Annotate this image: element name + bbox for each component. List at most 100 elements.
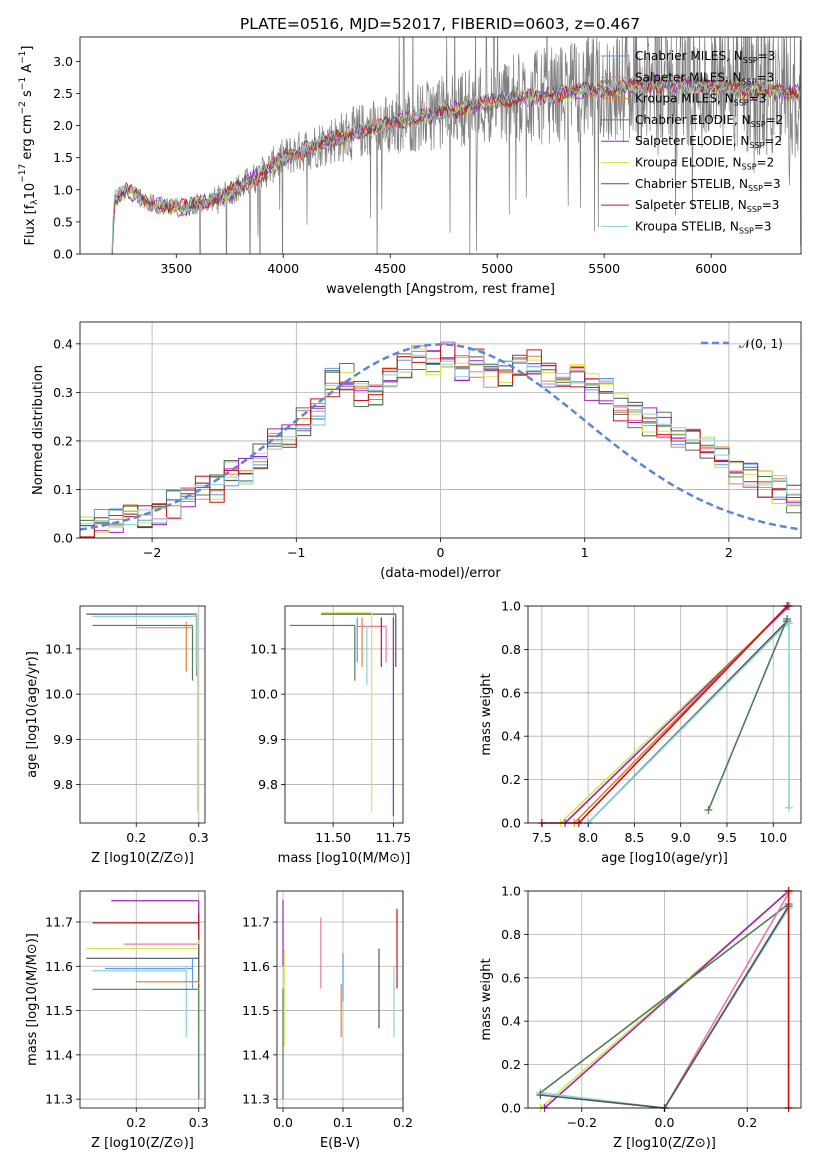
legend-series-name: Salpeter STELIB bbox=[635, 198, 730, 212]
legend-n-value: =3 bbox=[757, 70, 775, 84]
axes-frame bbox=[527, 605, 802, 824]
legend-series-name: Kroupa MILES bbox=[635, 92, 717, 106]
y-axis-label: mass [log10(M/M⊙)] bbox=[25, 933, 40, 1066]
y-tick-label: 0.6 bbox=[501, 685, 521, 700]
normal-distribution-curve bbox=[80, 343, 801, 531]
y-tick-label: 11.5 bbox=[45, 1003, 73, 1018]
legend-entry: Chabrier STELIB, NSSP=3 bbox=[635, 177, 781, 193]
mass-weight-point-marker bbox=[784, 803, 793, 812]
legend-n-subscript: SSP bbox=[743, 56, 758, 65]
x-tick-label: 1 bbox=[581, 545, 589, 560]
mass-weight-series-line bbox=[707, 618, 788, 811]
y-tick-label: 9.8 bbox=[258, 777, 278, 792]
legend-n-value: =3 bbox=[754, 219, 772, 233]
x-axis-label: Z [log10(Z/Z⊙)] bbox=[91, 1136, 194, 1151]
legend-n-subscript: SSP bbox=[748, 184, 763, 193]
y-tick-label: 9.9 bbox=[53, 732, 73, 747]
legend-n-subscript: SSP bbox=[747, 205, 762, 214]
y-tick-label: 0.0 bbox=[53, 531, 73, 546]
y-tick-label: 10.1 bbox=[45, 641, 73, 656]
y-axis-label: mass weight bbox=[479, 958, 494, 1040]
y-tick-label: 2.0 bbox=[53, 118, 73, 133]
legend-n-prefix: , N bbox=[717, 92, 734, 106]
y-tick-label: 0.1 bbox=[53, 482, 73, 497]
y-tick-label: 11.4 bbox=[45, 1047, 73, 1062]
model-spectrum-line bbox=[111, 76, 801, 254]
y-axis-label-part: −1 bbox=[18, 77, 28, 90]
y-axis-label-part: ] bbox=[20, 46, 35, 51]
y-tick-label: 1.0 bbox=[501, 599, 521, 614]
x-tick-label: 4000 bbox=[267, 261, 299, 276]
legend-entry: 𝒩(0, 1) bbox=[739, 337, 783, 351]
y-tick-label: 0.2 bbox=[501, 772, 521, 787]
legend-entry: Salpeter ELODIE, NSSP=2 bbox=[635, 134, 782, 150]
histogram-step-line bbox=[80, 343, 801, 538]
age-vs-metallicity-panel: 0.2 0.3 9.8 9.9 10.0 10.1 Z [log10(Z/Z⊙)] age [… bbox=[25, 605, 209, 866]
y-axis-label-part: 10 bbox=[23, 183, 38, 200]
x-axis-label: (data-model)/error bbox=[380, 566, 501, 581]
x-tick-label: 7.5 bbox=[532, 830, 552, 845]
mass-vs-metallicity-panel: 0.2 0.3 11.3 11.4 11.5 11.6 11.7 Z [log10(Z/Z⊙)… bbox=[25, 890, 209, 1151]
x-tick-label: 0.3 bbox=[189, 830, 209, 845]
x-tick-label: 5500 bbox=[588, 261, 620, 276]
legend-n-value: =3 bbox=[763, 177, 781, 191]
x-tick-label: 0 bbox=[437, 545, 445, 560]
legend-n-subscript: SSP bbox=[751, 120, 766, 129]
x-tick-label: 5000 bbox=[481, 261, 513, 276]
legend-series-name: Kroupa STELIB bbox=[635, 219, 722, 233]
y-axis-label-part: −2 bbox=[18, 101, 28, 114]
x-tick-label: −2 bbox=[143, 545, 161, 560]
y-tick-label: 0.4 bbox=[53, 336, 73, 351]
spectrum-panel: 3500 4000 4500 5000 5500 6000 0.0 0.5 1.0 1.5 2.0 2… bbox=[18, 36, 802, 297]
x-tick-label: 4500 bbox=[374, 261, 406, 276]
legend-series-name: Chabrier STELIB bbox=[635, 177, 731, 191]
x-tick-label: 11.75 bbox=[375, 830, 411, 845]
x-tick-label: 0.2 bbox=[393, 1115, 413, 1130]
y-tick-label: 0.2 bbox=[53, 433, 73, 448]
y-tick-label: 11.4 bbox=[242, 1047, 270, 1062]
mass-weight-point-marker bbox=[704, 805, 713, 814]
legend-n-prefix: , N bbox=[733, 134, 750, 148]
x-tick-label: 9.0 bbox=[671, 830, 691, 845]
x-tick-label: 0.3 bbox=[189, 1115, 209, 1130]
legend-n-value: =3 bbox=[749, 92, 767, 106]
x-tick-label: 8.5 bbox=[624, 830, 644, 845]
axes-frame bbox=[79, 890, 206, 1109]
y-tick-label: 11.3 bbox=[45, 1092, 73, 1107]
legend-n-prefix: , N bbox=[730, 198, 747, 212]
y-axis-label-part: s bbox=[20, 90, 35, 101]
y-tick-label: 11.7 bbox=[242, 915, 270, 930]
y-tick-label: 0.0 bbox=[501, 816, 521, 831]
figure-title: PLATE=0516, MJD=52017, FIBERID=0603, z=0… bbox=[240, 15, 640, 33]
legend-entry: Kroupa ELODIE, NSSP=2 bbox=[635, 156, 774, 172]
mass-weight-point-marker bbox=[783, 615, 792, 624]
legend-n-subscript: SSP bbox=[742, 163, 757, 172]
x-tick-label: 8.0 bbox=[578, 830, 598, 845]
legend-n-subscript: SSP bbox=[739, 226, 754, 235]
legend-n-prefix: , N bbox=[722, 219, 739, 233]
legend-entry: Chabrier ELODIE, NSSP=2 bbox=[635, 113, 783, 129]
legend-series-name: Chabrier ELODIE bbox=[635, 113, 734, 127]
mass-weight-point-marker bbox=[784, 619, 793, 628]
x-axis-label: Z [log10(Z/Z⊙)] bbox=[91, 851, 194, 866]
x-tick-label: 0.0 bbox=[655, 1115, 675, 1130]
y-tick-label: 11.3 bbox=[242, 1092, 270, 1107]
y-axis-label-part: erg cm bbox=[20, 114, 35, 163]
x-axis-label: mass [log10(M/M⊙)] bbox=[278, 851, 411, 866]
mass-weight-series-line bbox=[541, 605, 788, 824]
x-axis-label: E(B-V) bbox=[320, 1136, 360, 1151]
y-tick-label: 10.1 bbox=[250, 641, 278, 656]
legend-n-prefix: , N bbox=[734, 113, 751, 127]
x-tick-label: 0.1 bbox=[333, 1115, 353, 1130]
legend-n-prefix: , N bbox=[726, 49, 743, 63]
histogram-step-line bbox=[80, 349, 801, 525]
legend-entry: Salpeter STELIB, NSSP=3 bbox=[635, 198, 779, 214]
legend-n-value: =2 bbox=[766, 113, 784, 127]
legend-n-prefix: , N bbox=[725, 70, 742, 84]
x-tick-label: 11.50 bbox=[315, 830, 351, 845]
y-tick-label: 0.4 bbox=[501, 729, 521, 744]
axes-frame bbox=[79, 605, 206, 824]
legend-entry: Kroupa MILES, NSSP=3 bbox=[635, 92, 766, 108]
y-tick-label: 0.8 bbox=[501, 642, 521, 657]
